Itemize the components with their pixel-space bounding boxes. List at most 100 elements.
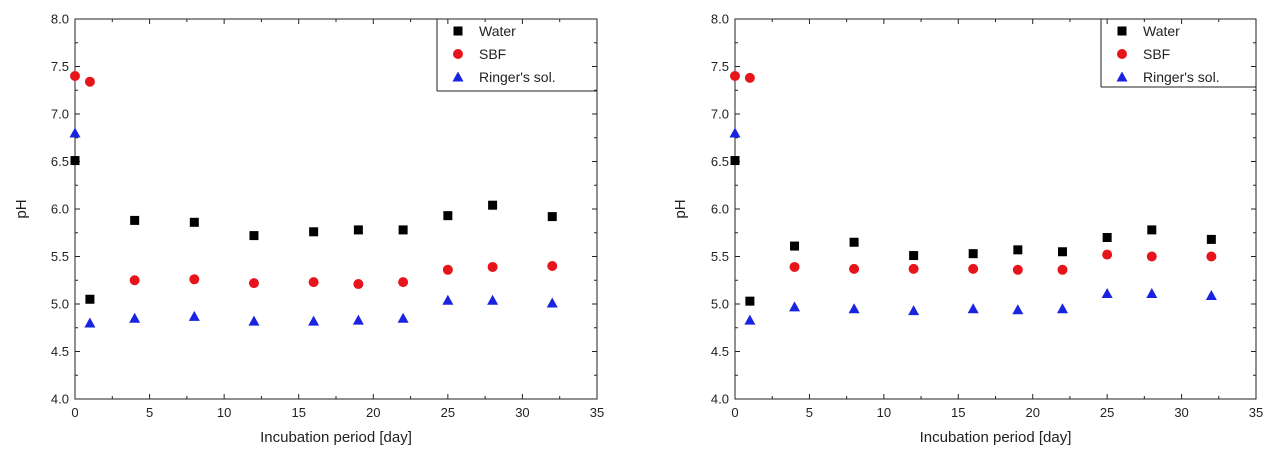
data-point-square	[1013, 245, 1023, 255]
data-point-circle	[398, 277, 409, 288]
data-point-square	[790, 241, 800, 251]
legend-label: Water	[1143, 23, 1180, 39]
legend-marker-circle	[453, 49, 463, 59]
data-point-triangle	[729, 127, 741, 138]
data-point-square	[547, 212, 557, 222]
y-tick-label: 6.0	[51, 202, 69, 217]
data-point-triangle	[188, 310, 200, 321]
y-tick-label: 6.5	[711, 154, 729, 169]
data-point-triangle	[248, 315, 260, 326]
data-point-square	[488, 200, 498, 210]
data-point-circle	[1102, 249, 1113, 260]
x-tick-label: 20	[366, 405, 380, 420]
legend-label: Ringer's sol.	[1143, 69, 1220, 85]
data-point-triangle	[789, 301, 801, 312]
legend-marker-square	[1117, 26, 1127, 36]
legend-marker-triangle	[1116, 71, 1128, 82]
y-tick-label: 5.0	[51, 297, 69, 312]
y-axis-title: pH	[13, 199, 30, 218]
data-point-square	[70, 156, 80, 166]
x-tick-label: 10	[877, 405, 891, 420]
data-point-circle	[129, 275, 140, 286]
legend-label: SBF	[1143, 46, 1170, 62]
data-point-circle	[968, 263, 979, 274]
y-tick-label: 5.5	[51, 249, 69, 264]
data-point-triangle	[744, 314, 756, 325]
x-tick-label: 5	[146, 405, 153, 420]
y-tick-label: 6.0	[711, 202, 729, 217]
data-point-circle	[789, 261, 800, 272]
data-point-square	[1102, 233, 1112, 242]
data-point-circle	[1057, 264, 1068, 275]
y-tick-label: 8.0	[51, 12, 69, 27]
data-point-triangle	[1056, 303, 1068, 314]
data-point-square	[849, 237, 859, 247]
data-point-triangle	[1205, 289, 1217, 300]
y-tick-label: 4.0	[711, 392, 729, 407]
data-point-triangle	[908, 305, 920, 316]
data-point-circle	[353, 279, 364, 290]
data-point-square	[909, 251, 919, 261]
x-tick-label: 5	[806, 405, 813, 420]
y-tick-label: 4.5	[711, 344, 729, 359]
data-point-square	[1057, 247, 1067, 257]
data-point-circle	[308, 277, 319, 288]
data-point-circle	[1146, 251, 1157, 262]
data-point-circle	[547, 261, 558, 271]
y-axis-title: pH	[672, 199, 689, 218]
x-tick-label: 30	[1174, 405, 1188, 420]
legend-label: Ringer's sol.	[479, 69, 556, 85]
x-tick-label: 25	[441, 405, 455, 420]
legend: Water SBF Ringer's sol.	[436, 19, 597, 92]
data-point-circle	[730, 71, 740, 81]
chart-panel-2: 0 5 10 15 20 25 30 35 4.0 4.5 5.0 5.5 6.0 6.5 7.0 7.5 8.…	[672, 12, 1263, 447]
data-point-square	[249, 231, 259, 241]
x-tick-label: 25	[1100, 405, 1114, 420]
data-point-triangle	[129, 312, 141, 323]
x-tick-label: 35	[590, 405, 604, 420]
legend-marker-square	[453, 26, 463, 36]
data-point-triangle	[967, 303, 979, 314]
y-tick-label: 4.0	[51, 392, 69, 407]
y-tick-label: 5.5	[711, 249, 729, 264]
data-point-circle	[84, 76, 95, 87]
y-tick-label: 7.0	[51, 107, 69, 122]
data-point-triangle	[84, 317, 96, 328]
data-point-circle	[248, 278, 259, 289]
data-point-circle	[1206, 251, 1217, 262]
data-point-triangle	[442, 294, 454, 305]
data-point-triangle	[397, 312, 409, 323]
data-point-triangle	[1146, 288, 1158, 299]
data-point-triangle	[308, 315, 320, 326]
data-point-triangle	[487, 294, 499, 305]
data-point-square	[353, 225, 363, 235]
data-point-square	[130, 215, 140, 225]
x-tick-label: 15	[951, 405, 965, 420]
y-tick-label: 7.5	[711, 59, 729, 74]
data-point-circle	[70, 71, 80, 81]
x-tick-label: 20	[1025, 405, 1039, 420]
legend-label: Water	[479, 23, 516, 39]
x-tick-label: 0	[71, 405, 78, 420]
data-point-square	[189, 217, 199, 227]
data-point-square	[85, 294, 95, 304]
data-point-circle	[442, 264, 453, 275]
data-point-circle	[189, 274, 200, 285]
data-point-circle	[744, 72, 755, 83]
data-point-square	[968, 249, 978, 259]
legend-marker-triangle	[452, 71, 464, 82]
x-tick-label: 30	[515, 405, 529, 420]
x-tick-label: 10	[217, 405, 231, 420]
data-point-triangle	[69, 127, 81, 138]
data-point-square	[1206, 234, 1216, 244]
data-point-square	[398, 225, 408, 235]
data-point-square	[1147, 225, 1157, 235]
legend-marker-circle	[1117, 49, 1127, 59]
data-point-square	[443, 211, 453, 221]
y-tick-label: 5.0	[711, 297, 729, 312]
x-tick-label: 15	[291, 405, 305, 420]
y-tick-label: 6.5	[51, 154, 69, 169]
x-axis-title: Incubation period [day]	[260, 429, 412, 446]
x-tick-label: 0	[731, 405, 738, 420]
